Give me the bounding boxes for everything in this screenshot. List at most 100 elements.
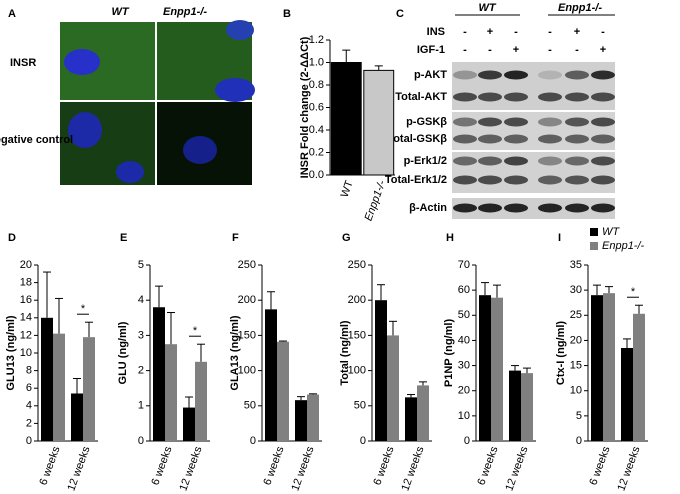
group-header: WT [478,2,496,14]
treatment-sign: - [463,26,467,38]
y-tick-label: 100 [238,365,256,377]
band-label: p-Erk1/2 [404,155,447,167]
panel-letter: G [342,232,351,244]
y-axis-label: Ctx-I (ng/ml) [555,321,567,385]
y-axis-label: P1NP (ng/ml) [443,319,455,388]
band-label: p-GSKβ [406,116,447,128]
y-tick-label: 0 [26,435,32,447]
significance-mark: * [81,303,86,315]
y-tick-label: 6 [26,382,32,394]
y-axis-label: Total (ng/ml) [339,320,351,386]
band-label: β-Actin [409,202,447,214]
band [538,134,562,144]
band [504,156,528,166]
band [453,117,477,127]
y-tick-label: 250 [348,259,366,271]
bar [591,295,603,441]
band [478,70,502,80]
y-axis-label: GLU (ng/ml) [117,321,129,384]
band [453,203,477,213]
band [538,203,562,213]
bar [621,347,633,441]
treatment-sign: + [600,44,606,56]
y-tick-label: 12 [20,329,32,341]
band [478,175,502,185]
y-tick-label: 0.2 [309,146,324,158]
band [565,156,589,166]
y-tick-label: 4 [138,294,144,306]
treatment-label: INS [427,26,445,38]
bar [265,309,277,441]
band-label: Total-Erk1/2 [385,174,447,186]
band [478,134,502,144]
y-tick-label: 1 [138,400,144,412]
bar [417,385,429,441]
y-tick-label: 150 [238,329,256,341]
bar [53,333,65,441]
y-tick-label: 25 [570,309,582,321]
band [504,117,528,127]
treatment-sign: - [575,44,579,56]
y-tick-label: 30 [458,359,470,371]
y-tick-label: 100 [348,365,366,377]
y-tick-label: 0 [360,435,366,447]
treatment-sign: - [601,26,605,38]
bar [521,373,533,441]
y-tick-label: 50 [458,309,470,321]
band-label: p-AKT [414,69,447,81]
y-tick-label: 18 [20,277,32,289]
panel-letter: D [8,232,16,244]
bar [83,337,95,441]
y-tick-label: 20 [458,385,470,397]
y-tick-label: 0 [576,435,582,447]
y-tick-label: 3 [138,329,144,341]
band [538,117,562,127]
band [453,70,477,80]
bar [195,361,207,441]
y-tick-label: 30 [570,284,582,296]
panel-letter: E [120,232,127,244]
band [478,92,502,102]
y-tick-label: 50 [354,400,366,412]
band [565,70,589,80]
y-tick-label: 2 [26,417,32,429]
legend-swatch [590,242,598,250]
treatment-sign: - [514,26,518,38]
band [591,134,615,144]
bar [405,397,417,441]
band [591,92,615,102]
band [453,156,477,166]
y-tick-label: 150 [348,329,366,341]
band-label: Total-GSKβ [387,133,447,145]
band [565,92,589,102]
y-tick-label: 0.0 [309,169,324,181]
y-tick-label: 200 [238,294,256,306]
band [453,134,477,144]
bar [153,307,165,441]
y-tick-label: 5 [138,259,144,271]
panel-letter: B [283,8,291,20]
bar [479,295,491,441]
y-tick-label: 1.0 [309,56,324,68]
band [478,156,502,166]
bar [603,293,615,441]
bar [165,344,177,441]
treatment-label: IGF-1 [417,44,445,56]
legend-label: WT [602,226,620,238]
row-label: Negative control [0,134,73,146]
row-label: INSR [10,57,36,69]
panel-a-images [60,20,255,185]
band [591,156,615,166]
x-tick-label: WT [339,179,356,199]
significance-mark: * [631,286,636,298]
band [538,92,562,102]
y-tick-label: 10 [20,347,32,359]
bar [277,341,289,441]
band [591,203,615,213]
bar [491,297,503,441]
treatment-sign: + [513,44,519,56]
panel-letter: A [8,8,16,20]
treatment-sign: - [463,44,467,56]
band [538,70,562,80]
